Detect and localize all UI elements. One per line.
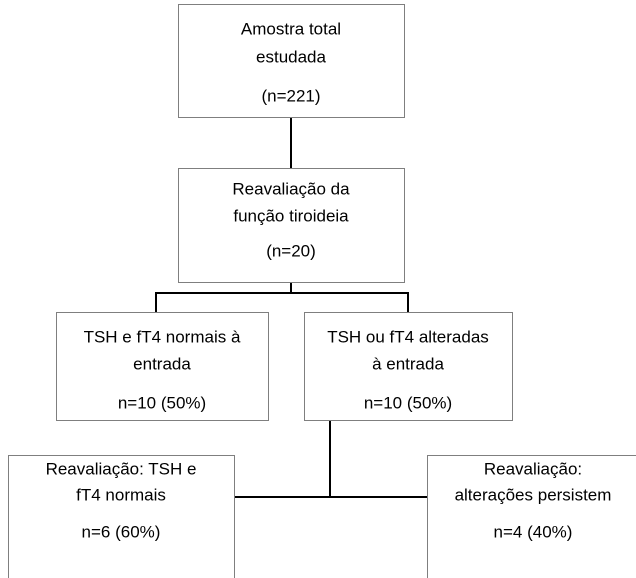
node-label: TSH e fT4 normais à (84, 327, 241, 346)
node-label: função tiroideia (233, 206, 349, 225)
node-label: à entrada (372, 354, 444, 373)
node-label: entrada (133, 354, 191, 373)
node-label: TSH ou fT4 alteradas (327, 327, 489, 346)
node-box (56, 312, 269, 421)
node-box (178, 4, 405, 118)
node-label: n=10 (50%) (364, 393, 452, 412)
node-label: n=6 (60%) (82, 522, 161, 541)
node-label: Reavaliação: TSH e (46, 459, 197, 478)
node-box (178, 168, 405, 283)
node-label: alterações persistem (455, 485, 612, 504)
node-label: fT4 normais (76, 485, 166, 504)
nodes: Amostra total estudada (n=221) Reavaliação … (8, 4, 636, 578)
node-label: Reavaliação: (484, 459, 582, 478)
node-box (304, 312, 513, 421)
node-label: Amostra total (241, 19, 341, 38)
node-box (8, 455, 235, 578)
node-label: estudada (256, 47, 326, 66)
node-label: Reavaliação da (232, 179, 350, 198)
node-label: (n=221) (261, 86, 320, 105)
node-label: (n=20) (266, 241, 316, 260)
node-box (427, 455, 636, 578)
node-label: n=4 (40%) (494, 522, 573, 541)
node-label: n=10 (50%) (118, 393, 206, 412)
